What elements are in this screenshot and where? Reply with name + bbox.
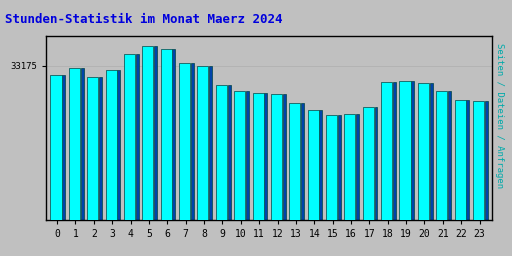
Bar xyxy=(308,110,318,220)
Bar xyxy=(227,86,230,220)
Bar xyxy=(69,68,80,220)
Bar xyxy=(234,91,245,220)
Bar xyxy=(326,115,337,220)
Bar xyxy=(301,103,304,220)
Bar xyxy=(345,114,355,220)
Bar xyxy=(485,101,487,220)
Bar xyxy=(154,47,157,220)
Bar xyxy=(448,91,451,220)
Bar xyxy=(289,103,301,220)
Bar xyxy=(399,81,411,220)
Bar xyxy=(99,77,102,220)
Bar xyxy=(356,114,359,220)
Bar xyxy=(381,82,392,220)
Text: Stunden-Statistik im Monat Maerz 2024: Stunden-Statistik im Monat Maerz 2024 xyxy=(5,13,283,26)
Bar xyxy=(191,63,194,220)
Bar xyxy=(455,100,465,220)
Bar xyxy=(173,49,176,220)
Bar xyxy=(264,93,267,220)
Bar xyxy=(418,83,429,220)
Bar xyxy=(363,107,374,220)
Bar xyxy=(246,91,249,220)
Bar xyxy=(338,115,340,220)
Bar xyxy=(252,93,264,220)
Bar xyxy=(62,75,65,220)
Bar xyxy=(87,77,98,220)
Bar xyxy=(411,81,414,220)
Bar xyxy=(198,66,208,220)
Text: Seiten / Dateien / Anfragen: Seiten / Dateien / Anfragen xyxy=(495,43,504,188)
Bar xyxy=(179,63,190,220)
Bar xyxy=(124,54,135,220)
Bar xyxy=(80,68,83,220)
Bar xyxy=(374,107,377,220)
Bar xyxy=(136,54,139,220)
Bar xyxy=(51,75,61,220)
Bar xyxy=(283,94,286,220)
Bar xyxy=(216,86,227,220)
Bar xyxy=(209,66,212,220)
Bar xyxy=(473,101,484,220)
Bar xyxy=(142,47,154,220)
Bar xyxy=(161,49,172,220)
Bar xyxy=(271,94,282,220)
Bar xyxy=(105,70,117,220)
Bar xyxy=(319,110,323,220)
Bar xyxy=(466,100,470,220)
Bar xyxy=(393,82,396,220)
Bar xyxy=(430,83,433,220)
Bar xyxy=(117,70,120,220)
Bar xyxy=(436,91,447,220)
